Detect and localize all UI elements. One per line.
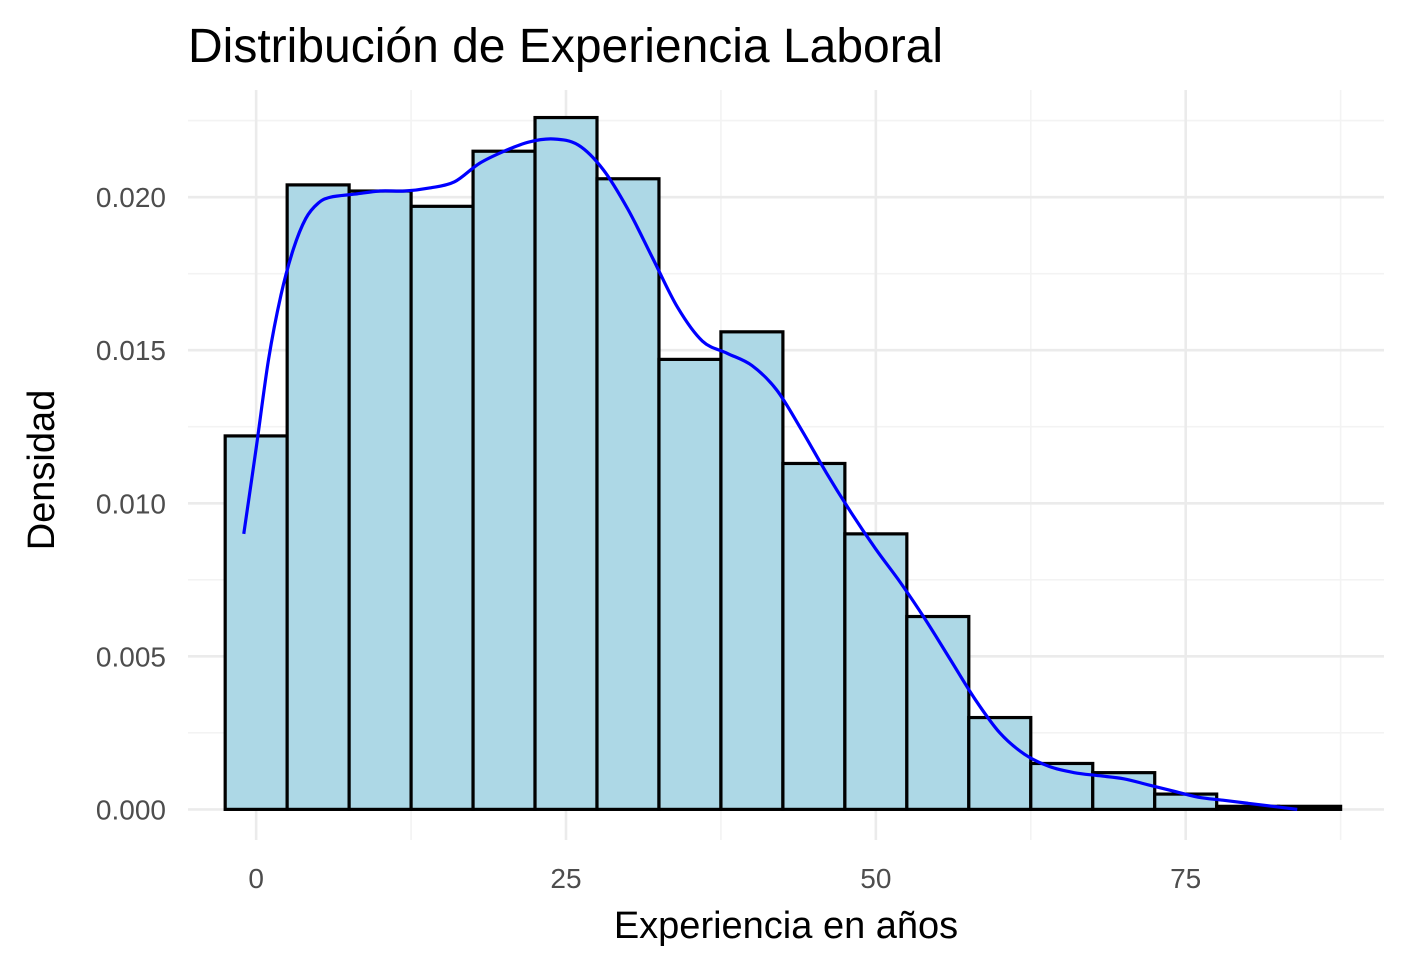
y-tick-label: 0.015 (96, 335, 166, 366)
histogram-bar (347, 189, 413, 811)
histogram-bar (409, 204, 475, 811)
y-tick-label: 0.000 (96, 794, 166, 825)
histogram-bar (781, 461, 847, 811)
histogram-bar (533, 115, 599, 811)
histogram-bar (471, 149, 537, 811)
histogram-bar (595, 177, 661, 811)
y-tick-label: 0.020 (96, 182, 166, 213)
x-axis-title: Experiencia en años (614, 905, 958, 947)
histogram-bar (285, 183, 351, 811)
density-curve-layer (242, 137, 1298, 811)
histogram-bar (843, 532, 909, 811)
x-tick-label: 0 (248, 863, 264, 894)
y-tick-label: 0.005 (96, 641, 166, 672)
density-curve (242, 137, 1298, 811)
chart-title: Distribución de Experiencia Laboral (188, 20, 943, 73)
histogram-bar (223, 434, 289, 811)
histogram-bar (905, 614, 971, 811)
y-tick-label: 0.010 (96, 488, 166, 519)
x-tick-label: 75 (1170, 863, 1201, 894)
x-tick-label: 25 (550, 863, 581, 894)
histogram-bar (657, 357, 723, 811)
histogram-bar (1091, 771, 1157, 811)
x-tick-label: 50 (860, 863, 891, 894)
axis-ticks: 0 25 50 75 0.000 0.005 0.010 0.015 0.020 (96, 182, 1201, 894)
histogram-bar (719, 330, 785, 811)
histogram-bars (223, 115, 1343, 811)
y-axis-title: Densidad (21, 390, 63, 551)
histogram-bar (1153, 792, 1219, 811)
